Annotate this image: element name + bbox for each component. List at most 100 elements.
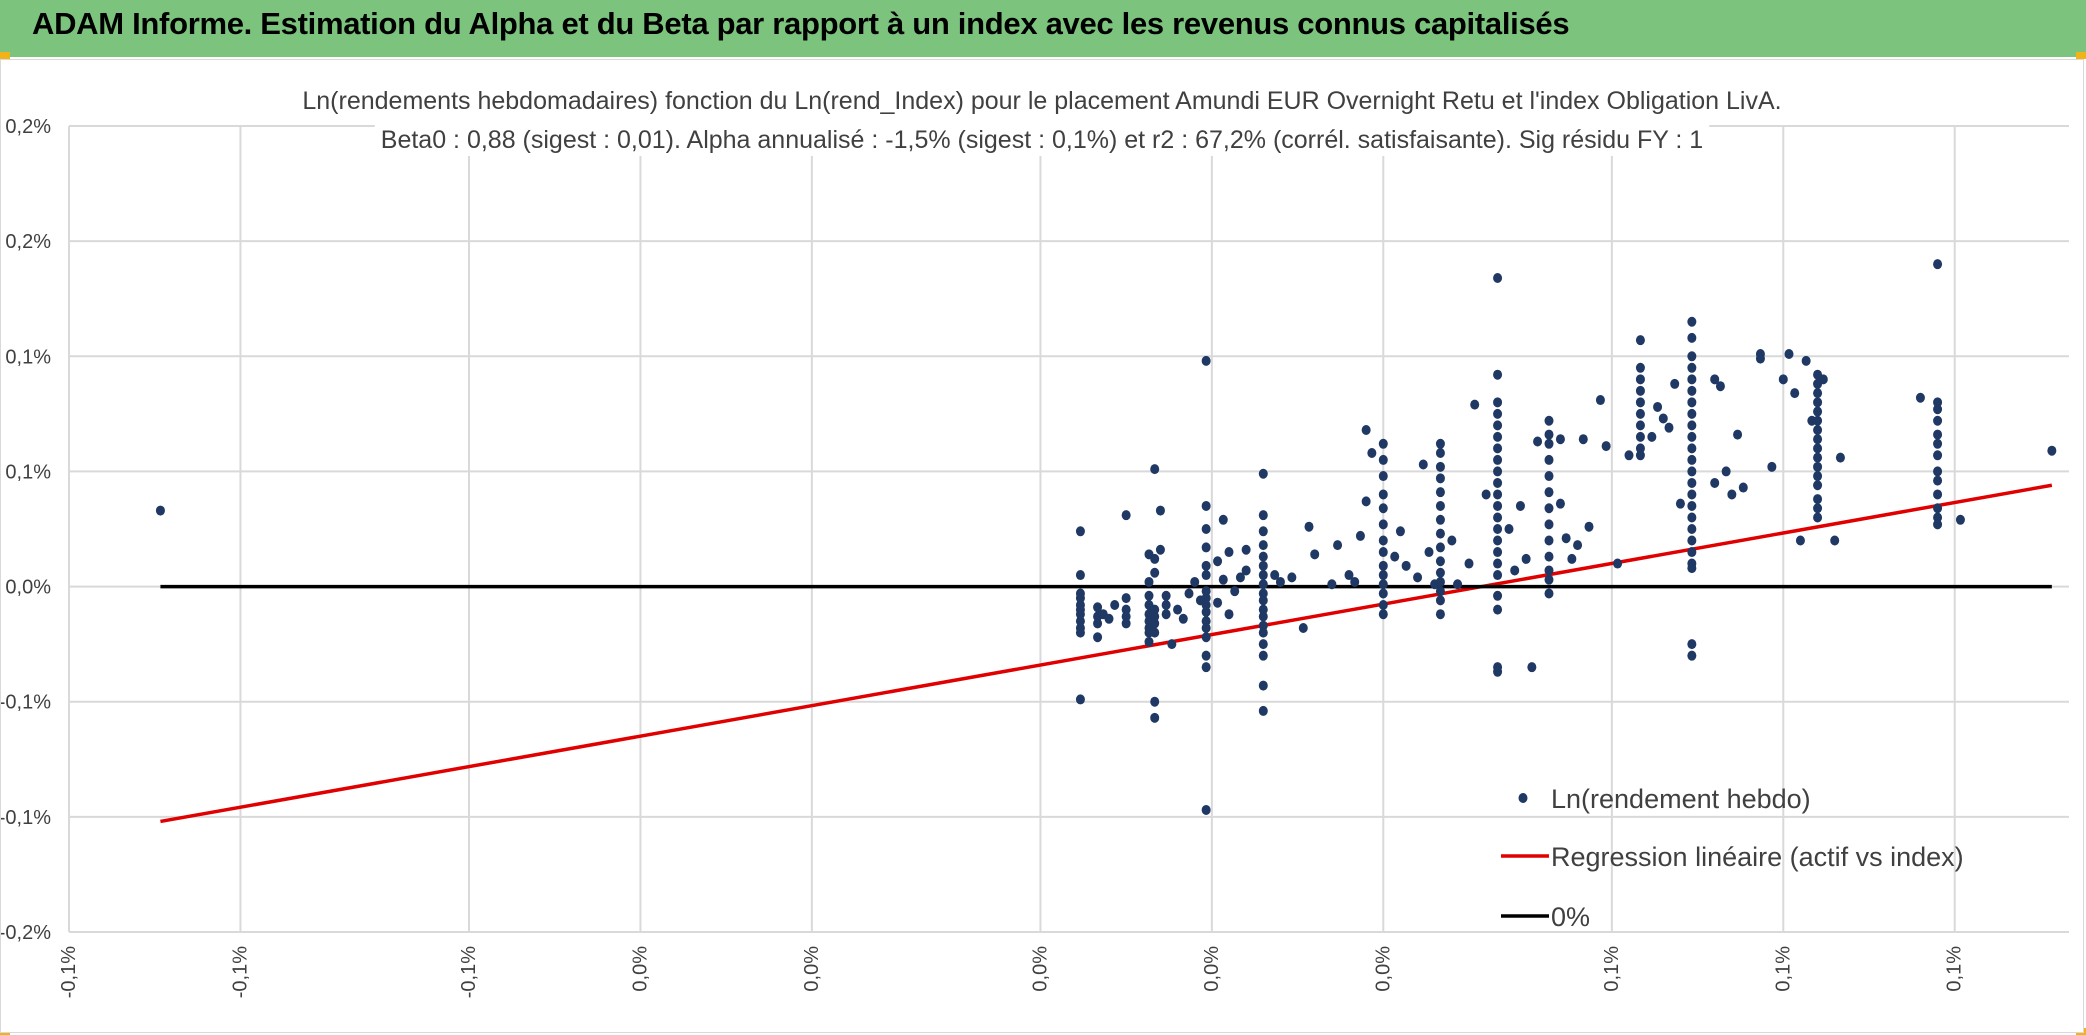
- scatter-point: [1470, 399, 1480, 410]
- scatter-point: [1675, 498, 1685, 509]
- scatter-point: [1378, 609, 1388, 620]
- y-tick-label: -0,2%: [1, 922, 51, 944]
- grid: [68, 125, 2069, 933]
- scatter-point: [1733, 429, 1743, 440]
- scatter-point: [1647, 431, 1657, 442]
- scatter-point: [1378, 503, 1388, 514]
- scatter-point: [1687, 351, 1697, 362]
- scatter-point: [1555, 434, 1565, 445]
- legend-label: Regression linéaire (actif vs index): [1551, 842, 1964, 872]
- scatter-point: [1333, 540, 1343, 551]
- scatter-point: [1201, 593, 1211, 604]
- scatter-point: [1784, 348, 1794, 359]
- scatter-point: [1093, 618, 1103, 629]
- scatter-point: [1635, 420, 1645, 431]
- scatter-point: [1664, 422, 1674, 433]
- scatter-point: [1121, 618, 1131, 629]
- scatter-point: [1213, 597, 1223, 608]
- scatter-point: [1121, 593, 1131, 604]
- scatter-point: [1813, 397, 1823, 408]
- scatter-point: [1687, 512, 1697, 523]
- scatter-point: [1493, 535, 1503, 546]
- scatter-point: [1813, 452, 1823, 463]
- x-tick-label: 0,0%: [1372, 946, 1394, 992]
- scatter-point: [1378, 547, 1388, 558]
- scatter-point: [1150, 627, 1160, 638]
- scatter-point: [1435, 609, 1445, 620]
- scatter-point: [1493, 369, 1503, 380]
- scatter-point: [1544, 503, 1554, 514]
- scatter-point: [1258, 579, 1268, 590]
- scatter-point: [1155, 505, 1165, 516]
- x-tick-label: 0,0%: [1201, 946, 1223, 992]
- scatter-point: [1327, 579, 1337, 590]
- chart-title-background: [374, 124, 1710, 156]
- scatter-point: [1121, 510, 1131, 521]
- scatter-point: [1435, 586, 1445, 597]
- scatter-point: [1544, 565, 1554, 576]
- scatter-point: [1544, 438, 1554, 449]
- scatter-point: [1378, 535, 1388, 546]
- scatter-point: [1687, 563, 1697, 574]
- scatter-point: [1258, 620, 1268, 631]
- scatter-point: [1813, 503, 1823, 514]
- scatter-point: [1544, 535, 1554, 546]
- scatter-point: [1258, 468, 1268, 479]
- report-title: ADAM Informe. Estimation du Alpha et du …: [32, 6, 1570, 41]
- scatter-point: [1298, 623, 1308, 634]
- scatter-point: [1201, 623, 1211, 634]
- scatter-point: [1150, 611, 1160, 622]
- scatter-point: [1504, 524, 1514, 534]
- scatter-point: [1635, 385, 1645, 396]
- chart-title-line: Beta0 : 0,88 (sigest : 0,01). Alpha annu…: [381, 126, 1703, 154]
- scatter-point: [1224, 547, 1234, 558]
- scatter-point: [1813, 443, 1823, 454]
- scatter-point: [1493, 272, 1503, 283]
- x-tick-label: 0,0%: [801, 946, 823, 992]
- scatter-point: [1813, 461, 1823, 472]
- scatter-point: [1818, 374, 1828, 385]
- x-tick-label: -0,1%: [458, 946, 480, 998]
- scatter-point: [1413, 572, 1423, 583]
- scatter-point: [1150, 464, 1160, 475]
- scatter-point: [1367, 448, 1377, 459]
- scatter-point: [1201, 570, 1211, 581]
- scatter-point: [1401, 560, 1411, 571]
- scatter-point: [1544, 487, 1554, 498]
- scatter-point: [1933, 450, 1943, 461]
- scatter-point: [1155, 544, 1165, 555]
- scatter-point: [1567, 553, 1577, 564]
- x-tick-label: 0,1%: [1944, 946, 1966, 992]
- corner-marker-top-left: [0, 52, 10, 59]
- scatter-point: [1933, 489, 1943, 500]
- scatter-point: [1110, 599, 1120, 610]
- scatter-point: [1813, 471, 1823, 482]
- scatter-point: [1075, 570, 1085, 581]
- scatter-point: [1933, 466, 1943, 477]
- scatter-point: [1515, 500, 1525, 511]
- scatter-point: [1378, 579, 1388, 590]
- scatter-point: [1075, 526, 1085, 537]
- scatter-point: [1635, 408, 1645, 419]
- tick-labels: -0,1% -0,1% -0,1% 0,0% 0,0% 0,0% 0,0% 0,0% 0,1% 0…: [1, 116, 1966, 998]
- scatter-point: [1093, 632, 1103, 643]
- scatter-point: [1544, 519, 1554, 530]
- scatter-point: [1241, 565, 1251, 576]
- scatter-point: [1687, 374, 1697, 385]
- scatter-point: [1150, 618, 1160, 629]
- scatter-point: [1578, 434, 1588, 445]
- x-tick-label: -0,1%: [58, 946, 80, 998]
- scatter-point: [1933, 415, 1943, 426]
- scatter-point: [1190, 576, 1200, 587]
- legend-marker-points: [1518, 793, 1528, 803]
- scatter-point: [1184, 588, 1194, 599]
- scatter-point: [1395, 526, 1405, 537]
- scatter-point: [1755, 353, 1765, 364]
- scatter-point: [1258, 570, 1268, 581]
- scatter-point: [1361, 424, 1371, 435]
- y-tick-label: -0,1%: [1, 692, 51, 714]
- scatter-point: [1258, 540, 1268, 551]
- scatter-point: [1493, 477, 1503, 488]
- scatter-point: [1687, 454, 1697, 465]
- scatter-point: [1710, 477, 1720, 488]
